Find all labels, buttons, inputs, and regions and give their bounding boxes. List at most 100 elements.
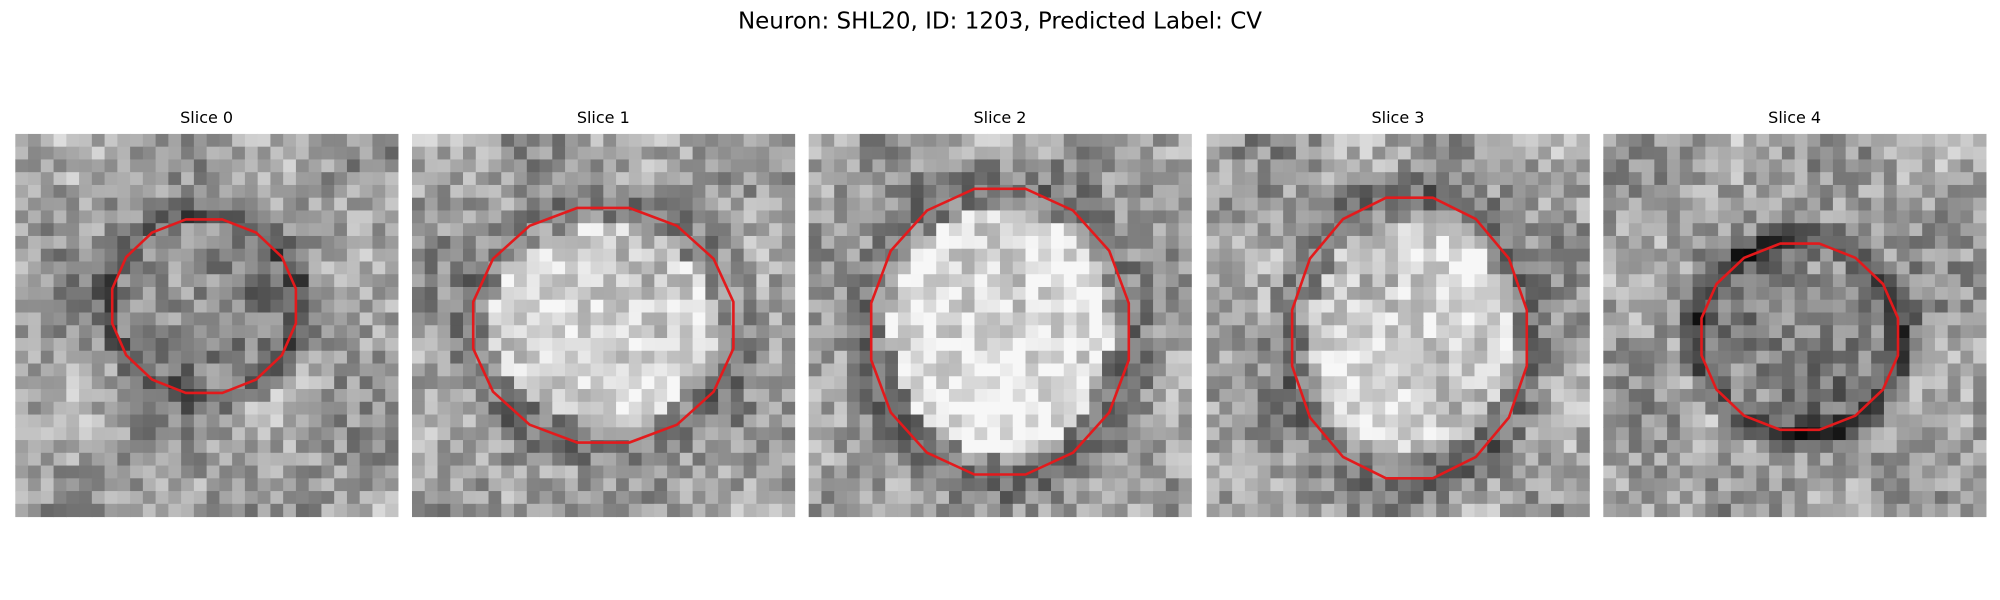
pixel bbox=[1883, 503, 1898, 518]
pixel bbox=[1410, 427, 1424, 441]
pixel bbox=[1500, 197, 1514, 211]
pixel bbox=[705, 184, 719, 199]
pixel bbox=[1551, 286, 1565, 301]
pixel bbox=[987, 465, 1001, 479]
pixel bbox=[1089, 478, 1103, 492]
pixel bbox=[450, 350, 464, 365]
pixel bbox=[1807, 338, 1821, 352]
pixel bbox=[1140, 452, 1154, 467]
pixel bbox=[372, 159, 386, 173]
pixel bbox=[1934, 210, 1949, 224]
pixel bbox=[1820, 197, 1834, 211]
pixel bbox=[1896, 376, 1910, 390]
pixel bbox=[1858, 389, 1872, 403]
pixel bbox=[1372, 261, 1386, 275]
pixel bbox=[1334, 312, 1348, 326]
pixel bbox=[577, 159, 592, 173]
pixel bbox=[475, 197, 490, 211]
pixel bbox=[244, 235, 259, 250]
pixel bbox=[91, 184, 106, 199]
pixel bbox=[488, 491, 502, 505]
pixel bbox=[334, 223, 348, 237]
pixel bbox=[1973, 440, 1987, 454]
pixel bbox=[1448, 159, 1463, 173]
pixel bbox=[1832, 261, 1847, 275]
pixel bbox=[910, 261, 924, 275]
pixel bbox=[117, 172, 131, 186]
pixel bbox=[1410, 235, 1424, 250]
pixel bbox=[705, 427, 719, 441]
pixel bbox=[756, 389, 770, 403]
pixel bbox=[743, 197, 757, 211]
pixel bbox=[1063, 465, 1078, 479]
pixel bbox=[181, 452, 195, 467]
pixel bbox=[616, 172, 630, 186]
pixel bbox=[885, 440, 899, 454]
pixel bbox=[475, 210, 490, 224]
pixel bbox=[346, 363, 361, 377]
pixel bbox=[1973, 197, 1987, 211]
pixel bbox=[730, 440, 745, 454]
pixel bbox=[1628, 159, 1643, 173]
pixel bbox=[501, 286, 515, 301]
pixel bbox=[936, 184, 950, 199]
pixel bbox=[334, 261, 348, 275]
pixel bbox=[679, 503, 694, 518]
pixel bbox=[1947, 440, 1961, 454]
pixel bbox=[1153, 159, 1167, 173]
pixel bbox=[1934, 172, 1949, 186]
pixel bbox=[730, 401, 745, 416]
pixel bbox=[679, 440, 694, 454]
pixel bbox=[232, 465, 246, 479]
pixel bbox=[270, 414, 284, 428]
pixel bbox=[539, 389, 553, 403]
pixel bbox=[1922, 491, 1936, 505]
pixel bbox=[1909, 478, 1923, 492]
pixel bbox=[1858, 478, 1872, 492]
pixel bbox=[104, 248, 118, 262]
pixel bbox=[1628, 325, 1643, 339]
pixel bbox=[1321, 440, 1335, 454]
pixel bbox=[181, 465, 195, 479]
pixel bbox=[1127, 210, 1141, 224]
pixel bbox=[1730, 299, 1745, 313]
pixel bbox=[385, 325, 399, 339]
pixel bbox=[1641, 363, 1655, 377]
pixel bbox=[1576, 389, 1590, 403]
pixel bbox=[961, 427, 975, 441]
pixel bbox=[1461, 274, 1475, 288]
pixel bbox=[270, 452, 284, 467]
pixel bbox=[475, 491, 490, 505]
pixel bbox=[1140, 414, 1154, 428]
pixel bbox=[1089, 389, 1103, 403]
pixel bbox=[1487, 465, 1501, 479]
pixel bbox=[808, 363, 822, 377]
pixel bbox=[859, 338, 873, 352]
pixel bbox=[1934, 389, 1949, 403]
pixel bbox=[1206, 427, 1220, 441]
pixel bbox=[834, 414, 848, 428]
pixel bbox=[923, 248, 937, 262]
pixel bbox=[244, 414, 259, 428]
pixel bbox=[667, 197, 681, 211]
pixel bbox=[1934, 338, 1949, 352]
pixel bbox=[781, 376, 796, 390]
pixel bbox=[359, 286, 373, 301]
pixel bbox=[1089, 159, 1103, 173]
pixel bbox=[565, 146, 579, 160]
pixel bbox=[283, 248, 297, 262]
pixel bbox=[1025, 325, 1039, 339]
pixel bbox=[1270, 159, 1284, 173]
pixel bbox=[257, 414, 271, 428]
pixel bbox=[1025, 389, 1039, 403]
pixel bbox=[1385, 210, 1399, 224]
pixel bbox=[1616, 452, 1630, 467]
pixel bbox=[743, 299, 757, 313]
pixel bbox=[142, 299, 157, 313]
pixel bbox=[424, 452, 438, 467]
pixel bbox=[206, 452, 220, 467]
pixel bbox=[539, 350, 553, 365]
pixel bbox=[155, 427, 169, 441]
pixel bbox=[1257, 299, 1271, 313]
pixel bbox=[1525, 146, 1539, 160]
